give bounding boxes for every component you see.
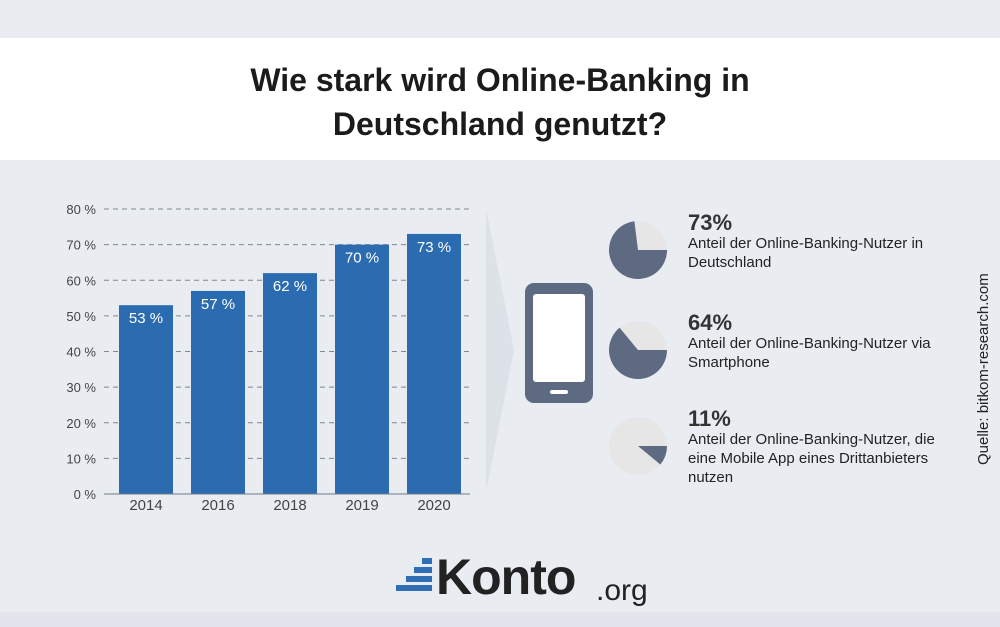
stat-description: Anteil der Online-Banking-Nutzer via Sma… (688, 335, 931, 371)
bar-value-label: 62 % (273, 278, 307, 295)
bar (407, 233, 461, 494)
logo-name: Konto (436, 549, 576, 605)
y-tick-label: 0 % (74, 487, 97, 502)
pie-slice (609, 327, 667, 379)
bar (335, 244, 389, 494)
y-tick-label: 40 % (66, 345, 96, 360)
pie-chart-icon (609, 221, 667, 279)
title-line-2: Deutschland genutzt? (332, 106, 668, 142)
bar (191, 290, 245, 494)
y-tick-label: 80 % (66, 202, 96, 217)
pie-slice (609, 221, 667, 279)
chart-bars (119, 233, 461, 494)
logo-tld: .org (596, 574, 648, 607)
page-title: Wie stark wird Online-Banking in Deutsch… (0, 58, 1000, 146)
bar-value-label: 53 % (129, 310, 163, 327)
source-note: Quelle: bitkom-research.com (975, 273, 992, 465)
bar (119, 305, 173, 494)
pie-chart-icon (609, 417, 667, 475)
stairs-logo-icon (396, 558, 432, 591)
smartphone-icon (525, 283, 593, 403)
x-tick-label: 2014 (129, 497, 162, 514)
stat-percent: 11% (688, 406, 731, 431)
x-tick-label: 2020 (417, 497, 450, 514)
title-line-1: Wie stark wird Online-Banking in (250, 62, 750, 98)
pie-slice (638, 446, 667, 465)
y-tick-label: 10 % (66, 451, 96, 466)
y-tick-label: 50 % (66, 309, 96, 324)
y-tick-label: 30 % (66, 380, 96, 395)
y-tick-label: 70 % (66, 238, 96, 253)
bar-value-label: 57 % (201, 296, 235, 313)
title-band: Wie stark wird Online-Banking in Deutsch… (0, 38, 1000, 160)
stat-description: Anteil der Online-Banking-Nutzer in Deut… (688, 235, 924, 271)
bar (263, 273, 317, 494)
stat-percent: 64% (688, 310, 733, 335)
divider-arrow (486, 208, 514, 492)
bottom-band (0, 612, 1000, 627)
stat-description: Anteil der Online-Banking-Nutzer, die ei… (688, 431, 935, 486)
x-tick-label: 2019 (345, 497, 378, 514)
stat-percent: 73% (688, 210, 733, 235)
y-tick-label: 60 % (66, 273, 96, 288)
bar-value-label: 73 % (417, 239, 451, 256)
chart-labels: 0 % 10 % 20 % 30 % 40 % 50 % 60 % 70 % 80 % 53 % 2… (66, 202, 451, 514)
y-tick-label: 20 % (66, 416, 96, 431)
pie-chart-icon (609, 321, 667, 379)
x-tick-label: 2018 (273, 497, 306, 514)
x-tick-label: 2016 (201, 497, 234, 514)
bar-value-label: 70 % (345, 250, 379, 267)
